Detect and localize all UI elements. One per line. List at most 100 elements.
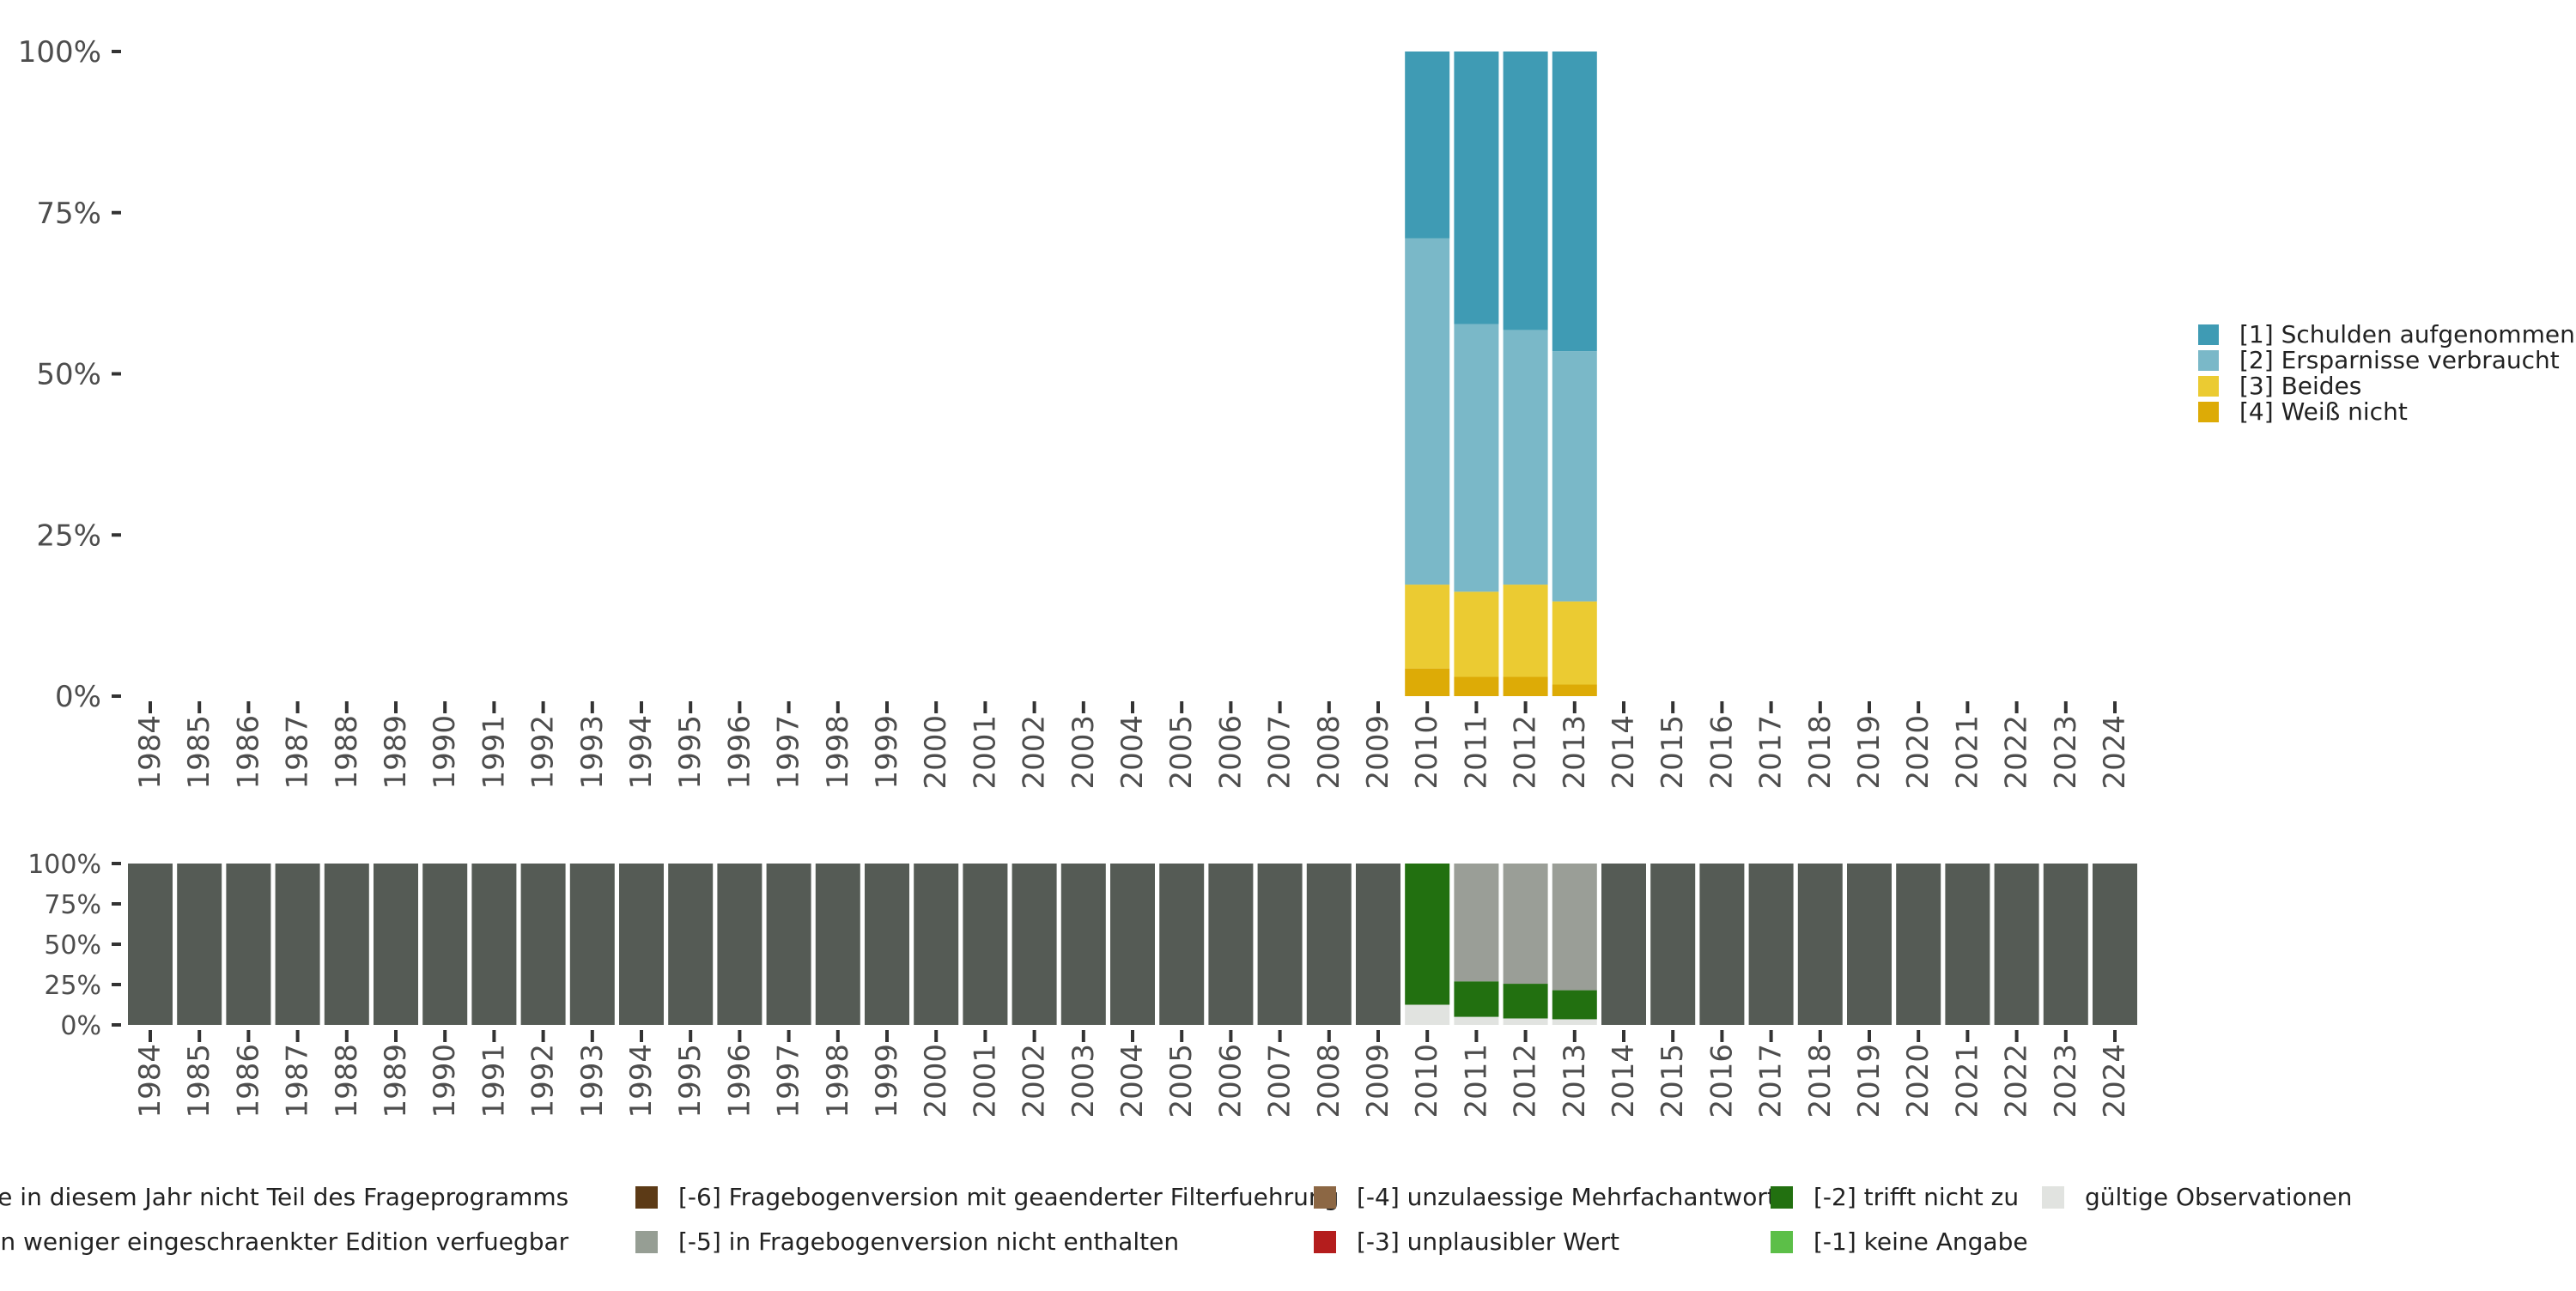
top-x-tick-label: 1988: [330, 715, 364, 790]
bar-segment: [1405, 668, 1450, 696]
top-x-tick-label: 1986: [231, 715, 265, 790]
bar-segment: [1306, 864, 1352, 1025]
bar-segment: [1552, 1019, 1597, 1025]
bar-segment: [1159, 864, 1205, 1025]
bar-segment: [1847, 864, 1892, 1025]
bottom-x-tick-label: 2000: [919, 1044, 953, 1118]
bottom-x-tick-label: 2001: [968, 1044, 1002, 1118]
legend-label: [-1] keine Angabe: [1814, 1227, 2028, 1256]
bar-segment: [1208, 864, 1254, 1025]
bottom-x-tick-label: 2015: [1656, 1044, 1690, 1118]
bottom-x-tick-label: 1990: [428, 1044, 462, 1118]
bar-segment: [1060, 864, 1106, 1025]
legend-label: [-5] in Fragebogenversion nicht enthalte…: [678, 1227, 1179, 1256]
top-x-tick-label: 2003: [1066, 715, 1101, 790]
top-x-tick-label: 2006: [1213, 715, 1248, 790]
legend-key: [2198, 402, 2219, 422]
bar-segment: [963, 864, 1008, 1025]
top-x-tick-label: 2010: [1410, 715, 1444, 790]
top-x-tick-label: 1993: [575, 715, 610, 790]
bar-segment: [1552, 351, 1597, 602]
bar-segment: [1454, 591, 1499, 677]
bar-segment: [1405, 864, 1450, 1005]
bar-segment: [1454, 52, 1499, 324]
bottom-x-tick-label: 2016: [1704, 1044, 1739, 1118]
bottom-y-tick-label: 50%: [44, 930, 101, 961]
bar-segment: [1552, 52, 1597, 352]
bar-segment: [1503, 52, 1548, 330]
legend-key: [2198, 350, 2219, 371]
bottom-x-tick-label: 2003: [1066, 1044, 1101, 1118]
bar-segment: [128, 864, 173, 1025]
bottom-x-tick-label: 2014: [1607, 1044, 1641, 1118]
top-x-tick-label: 2009: [1361, 715, 1395, 790]
legend-label: [-8] Frage in diesem Jahr nicht Teil des…: [0, 1183, 568, 1211]
top-x-tick-label: 1998: [821, 715, 855, 790]
bar-segment: [1405, 1004, 1450, 1025]
bar-segment: [914, 864, 959, 1025]
bottom-x-tick-label: 1986: [231, 1044, 265, 1118]
top-x-tick-label: 1996: [722, 715, 756, 790]
bar-segment: [324, 864, 369, 1025]
bar-segment: [1454, 1016, 1499, 1025]
top-chart-panel: 0% 25% 50% 75% 100% 1984 1985 1986 1987 1988 1989 1…: [18, 35, 2132, 789]
bar-segment: [1994, 864, 2039, 1025]
legend-label: [-7] nur in weniger eingeschraenkter Edi…: [0, 1227, 569, 1256]
bar-segment: [275, 864, 320, 1025]
bottom-x-tick-label: 2018: [1803, 1044, 1838, 1118]
bar-segment: [2093, 864, 2137, 1025]
top-x-tick-label: 2021: [1950, 715, 1984, 790]
bar-segment: [1552, 864, 1597, 991]
top-y-tick-label: 75%: [36, 197, 101, 231]
bar-segment: [1503, 585, 1548, 677]
bar-segment: [177, 864, 222, 1025]
top-x-tick-label: 2014: [1607, 715, 1641, 790]
top-x-tick-label: 2020: [1901, 715, 1935, 790]
top-x-tick-label: 2024: [2098, 715, 2132, 790]
bar-segment: [1503, 864, 1548, 985]
legend-label: [3] Beides: [2239, 372, 2361, 400]
top-x-tick-label: 1992: [526, 715, 561, 790]
bottom-x-tick-label: 2006: [1213, 1044, 1248, 1118]
bottom-x-tick-label: 1991: [477, 1044, 511, 1118]
bar-segment: [717, 864, 762, 1025]
bar-segment: [1012, 864, 1057, 1025]
top-x-tick-label: 2018: [1803, 715, 1838, 790]
bottom-y-tick-label: 25%: [44, 971, 101, 1001]
bar-segment: [1405, 585, 1450, 669]
top-y-tick-label: 100%: [18, 35, 101, 70]
bottom-y-tick-label: 100%: [27, 850, 101, 880]
legend-label: [4] Weiß nicht: [2239, 397, 2408, 426]
bottom-x-tick-label: 2011: [1459, 1044, 1493, 1118]
legend-label: [-3] unplausibler Wert: [1357, 1227, 1619, 1256]
bottom-x-tick-label: 2013: [1558, 1044, 1592, 1118]
top-x-tick-label: 2019: [1852, 715, 1886, 790]
legend-label: [2] Ersparnisse verbraucht: [2239, 346, 2560, 374]
top-x-tick-label: 2002: [1018, 715, 1052, 790]
top-x-tick-label: 2013: [1558, 715, 1592, 790]
top-x-tick-label: 2007: [1263, 715, 1297, 790]
legend-label: gültige Observationen: [2085, 1183, 2352, 1211]
bar-segment: [1503, 330, 1548, 585]
top-x-tick-label: 1999: [870, 715, 904, 790]
bar-segment: [226, 864, 271, 1025]
bottom-x-tick-label: 1997: [772, 1044, 806, 1118]
bottom-y-tick-label: 0%: [60, 1011, 101, 1041]
bottom-x-tick-label: 2012: [1509, 1044, 1543, 1118]
bar-segment: [1454, 676, 1499, 696]
bottom-x-tick-label: 2024: [2098, 1044, 2132, 1118]
bar-segment: [1356, 864, 1400, 1025]
bar-segment: [1110, 864, 1155, 1025]
bar-segment: [422, 864, 468, 1025]
bottom-x-tick-label: 1985: [182, 1044, 216, 1118]
bottom-x-tick-label: 2002: [1018, 1044, 1052, 1118]
bar-segment: [2043, 864, 2088, 1025]
bar-segment: [1405, 238, 1450, 585]
top-x-tick-label: 2005: [1164, 715, 1199, 790]
bar-segment: [1405, 52, 1450, 239]
bottom-x-tick-label: 2008: [1312, 1044, 1346, 1118]
bar-segment: [1552, 990, 1597, 1020]
bottom-x-tick-label: 2019: [1852, 1044, 1886, 1118]
bottom-x-tick-label: 2021: [1950, 1044, 1984, 1118]
legend-key: [2198, 376, 2219, 397]
